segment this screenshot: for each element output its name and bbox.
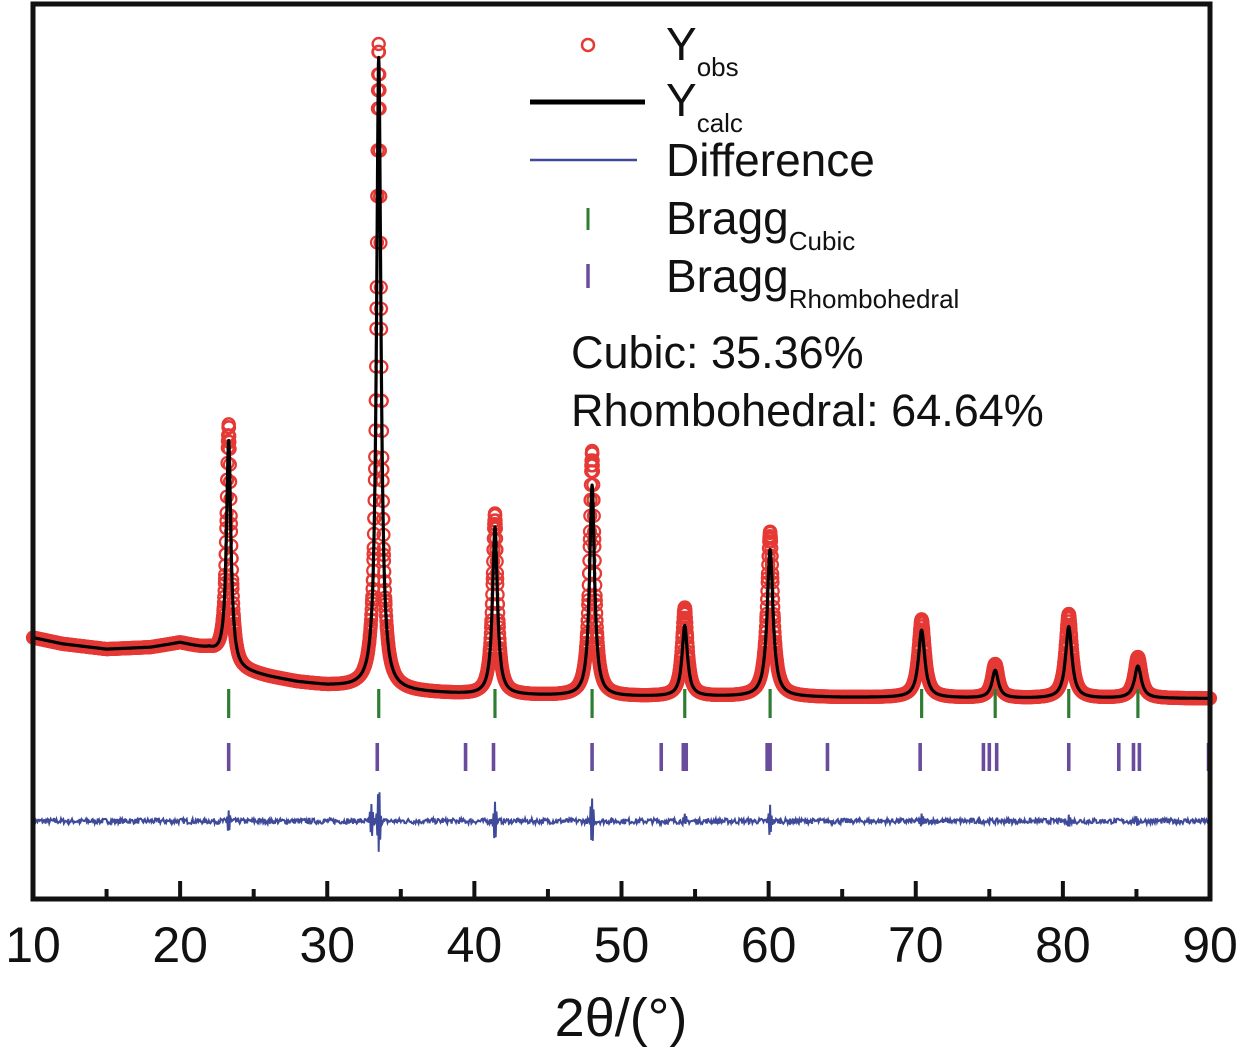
x-tick-label: 70 <box>888 917 944 973</box>
legend-obs-marker <box>580 37 596 53</box>
x-tick-label: 90 <box>1182 917 1238 973</box>
x-tick-label: 60 <box>741 917 797 973</box>
legend-bragg-cubic-label: Bragg <box>666 192 789 244</box>
legend: Yobs Ycalc Difference BraggCubic BraggRh… <box>530 18 959 314</box>
x-axis-label: 2θ/(°) <box>555 988 688 1048</box>
series-bragg-rhombohedral <box>226 743 1211 771</box>
legend-bragg-rhombo-label: Bragg <box>666 250 789 302</box>
legend-diff-label: Difference <box>666 134 875 186</box>
x-tick-label: 10 <box>5 917 61 973</box>
x-tick-label: 50 <box>594 917 650 973</box>
svg-text:BraggCubic: BraggCubic <box>666 192 855 256</box>
legend-bragg-cubic-sub: Cubic <box>789 226 855 256</box>
legend-calc-label: Y <box>666 74 697 126</box>
plot-frame <box>30 1 1213 902</box>
yobs-point <box>488 508 503 523</box>
series-difference <box>32 792 1211 852</box>
x-tick-label: 30 <box>299 917 355 973</box>
annotation-cubic: Cubic: 35.36% <box>571 327 864 378</box>
yobs-point <box>371 36 386 52</box>
svg-text:BraggRhombohedral: BraggRhombohedral <box>666 250 959 314</box>
yobs-point <box>221 420 237 435</box>
x-tick-label: 20 <box>152 917 208 973</box>
plot-area <box>25 36 1218 852</box>
svg-text:Yobs: Yobs <box>666 18 739 82</box>
annotation-rhombohedral: Rhombohedral: 64.64% <box>571 385 1044 436</box>
x-tick-label: 40 <box>447 917 503 973</box>
legend-obs-label: Y <box>666 18 697 70</box>
legend-bragg-rhombo-sub: Rhombohedral <box>789 284 960 314</box>
legend-obs-sub: obs <box>697 52 739 82</box>
svg-text:Difference: Difference <box>666 134 875 186</box>
x-axis-ticks: 10 20 30 40 50 60 70 80 90 <box>5 881 1238 973</box>
x-tick-label: 80 <box>1035 917 1091 973</box>
svg-text:Ycalc: Ycalc <box>666 74 743 138</box>
